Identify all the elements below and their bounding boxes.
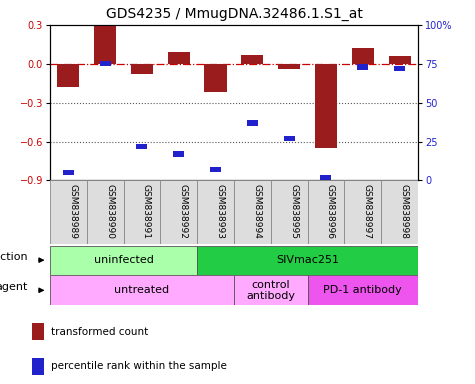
- Bar: [278, 64, 300, 69]
- Text: PD-1 antibody: PD-1 antibody: [323, 285, 402, 295]
- Bar: [271, 180, 308, 244]
- Bar: [168, 52, 190, 64]
- Bar: [234, 180, 271, 244]
- Bar: [234, 275, 308, 305]
- Text: SIVmac251: SIVmac251: [276, 255, 339, 265]
- Text: uninfected: uninfected: [94, 255, 153, 265]
- Bar: [315, 64, 337, 148]
- Bar: [63, 170, 74, 175]
- Bar: [131, 64, 153, 74]
- Bar: [50, 275, 234, 305]
- Text: GSM838991: GSM838991: [142, 184, 151, 238]
- Bar: [394, 66, 405, 71]
- Text: GSM838995: GSM838995: [289, 184, 298, 238]
- Bar: [32, 323, 44, 340]
- Text: GSM838989: GSM838989: [68, 184, 77, 238]
- Text: infection: infection: [0, 252, 28, 262]
- Bar: [389, 56, 410, 64]
- Text: untreated: untreated: [114, 285, 170, 295]
- Text: GSM838993: GSM838993: [216, 184, 225, 238]
- Bar: [344, 180, 381, 244]
- Text: percentile rank within the sample: percentile rank within the sample: [50, 361, 227, 371]
- Text: GSM838996: GSM838996: [326, 184, 335, 238]
- Bar: [197, 246, 418, 275]
- Bar: [197, 180, 234, 244]
- Bar: [50, 180, 86, 244]
- Bar: [352, 48, 374, 64]
- Bar: [173, 151, 184, 157]
- Text: GSM838998: GSM838998: [399, 184, 408, 238]
- Bar: [136, 144, 147, 149]
- Bar: [321, 175, 332, 180]
- Text: GSM838990: GSM838990: [105, 184, 114, 238]
- Text: transformed count: transformed count: [50, 327, 148, 337]
- Bar: [57, 64, 79, 87]
- Bar: [50, 246, 197, 275]
- Bar: [308, 275, 418, 305]
- Bar: [160, 180, 197, 244]
- Bar: [247, 120, 258, 126]
- Bar: [308, 180, 344, 244]
- Bar: [124, 180, 160, 244]
- Text: GSM838994: GSM838994: [252, 184, 261, 238]
- Bar: [241, 55, 263, 64]
- Bar: [210, 167, 221, 172]
- Bar: [204, 64, 227, 92]
- Bar: [381, 180, 418, 244]
- Bar: [32, 358, 44, 375]
- Text: GSM838997: GSM838997: [363, 184, 372, 238]
- Text: control
antibody: control antibody: [246, 280, 295, 301]
- Bar: [284, 136, 294, 141]
- Text: agent: agent: [0, 282, 28, 292]
- Bar: [94, 26, 116, 64]
- Title: GDS4235 / MmugDNA.32486.1.S1_at: GDS4235 / MmugDNA.32486.1.S1_at: [105, 7, 362, 21]
- Bar: [100, 61, 111, 66]
- Bar: [357, 65, 368, 70]
- Bar: [86, 180, 124, 244]
- Text: GSM838992: GSM838992: [179, 184, 188, 238]
